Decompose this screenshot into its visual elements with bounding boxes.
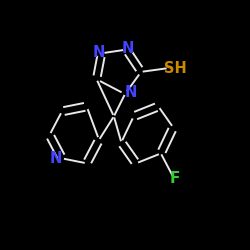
Text: F: F [169, 171, 180, 186]
Text: N: N [125, 85, 137, 100]
Text: N: N [121, 41, 134, 56]
Text: N: N [93, 44, 105, 60]
Text: SH: SH [164, 61, 186, 76]
Text: N: N [50, 151, 62, 166]
